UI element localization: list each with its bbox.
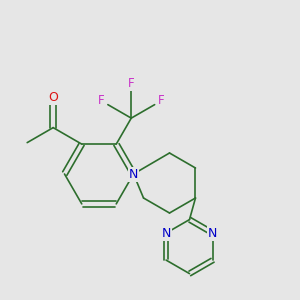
Text: F: F [158,94,164,107]
Text: N: N [161,226,171,240]
Text: N: N [208,226,218,240]
Text: F: F [128,77,135,90]
Text: O: O [48,91,58,104]
Text: N: N [129,167,138,181]
Text: F: F [98,94,105,107]
